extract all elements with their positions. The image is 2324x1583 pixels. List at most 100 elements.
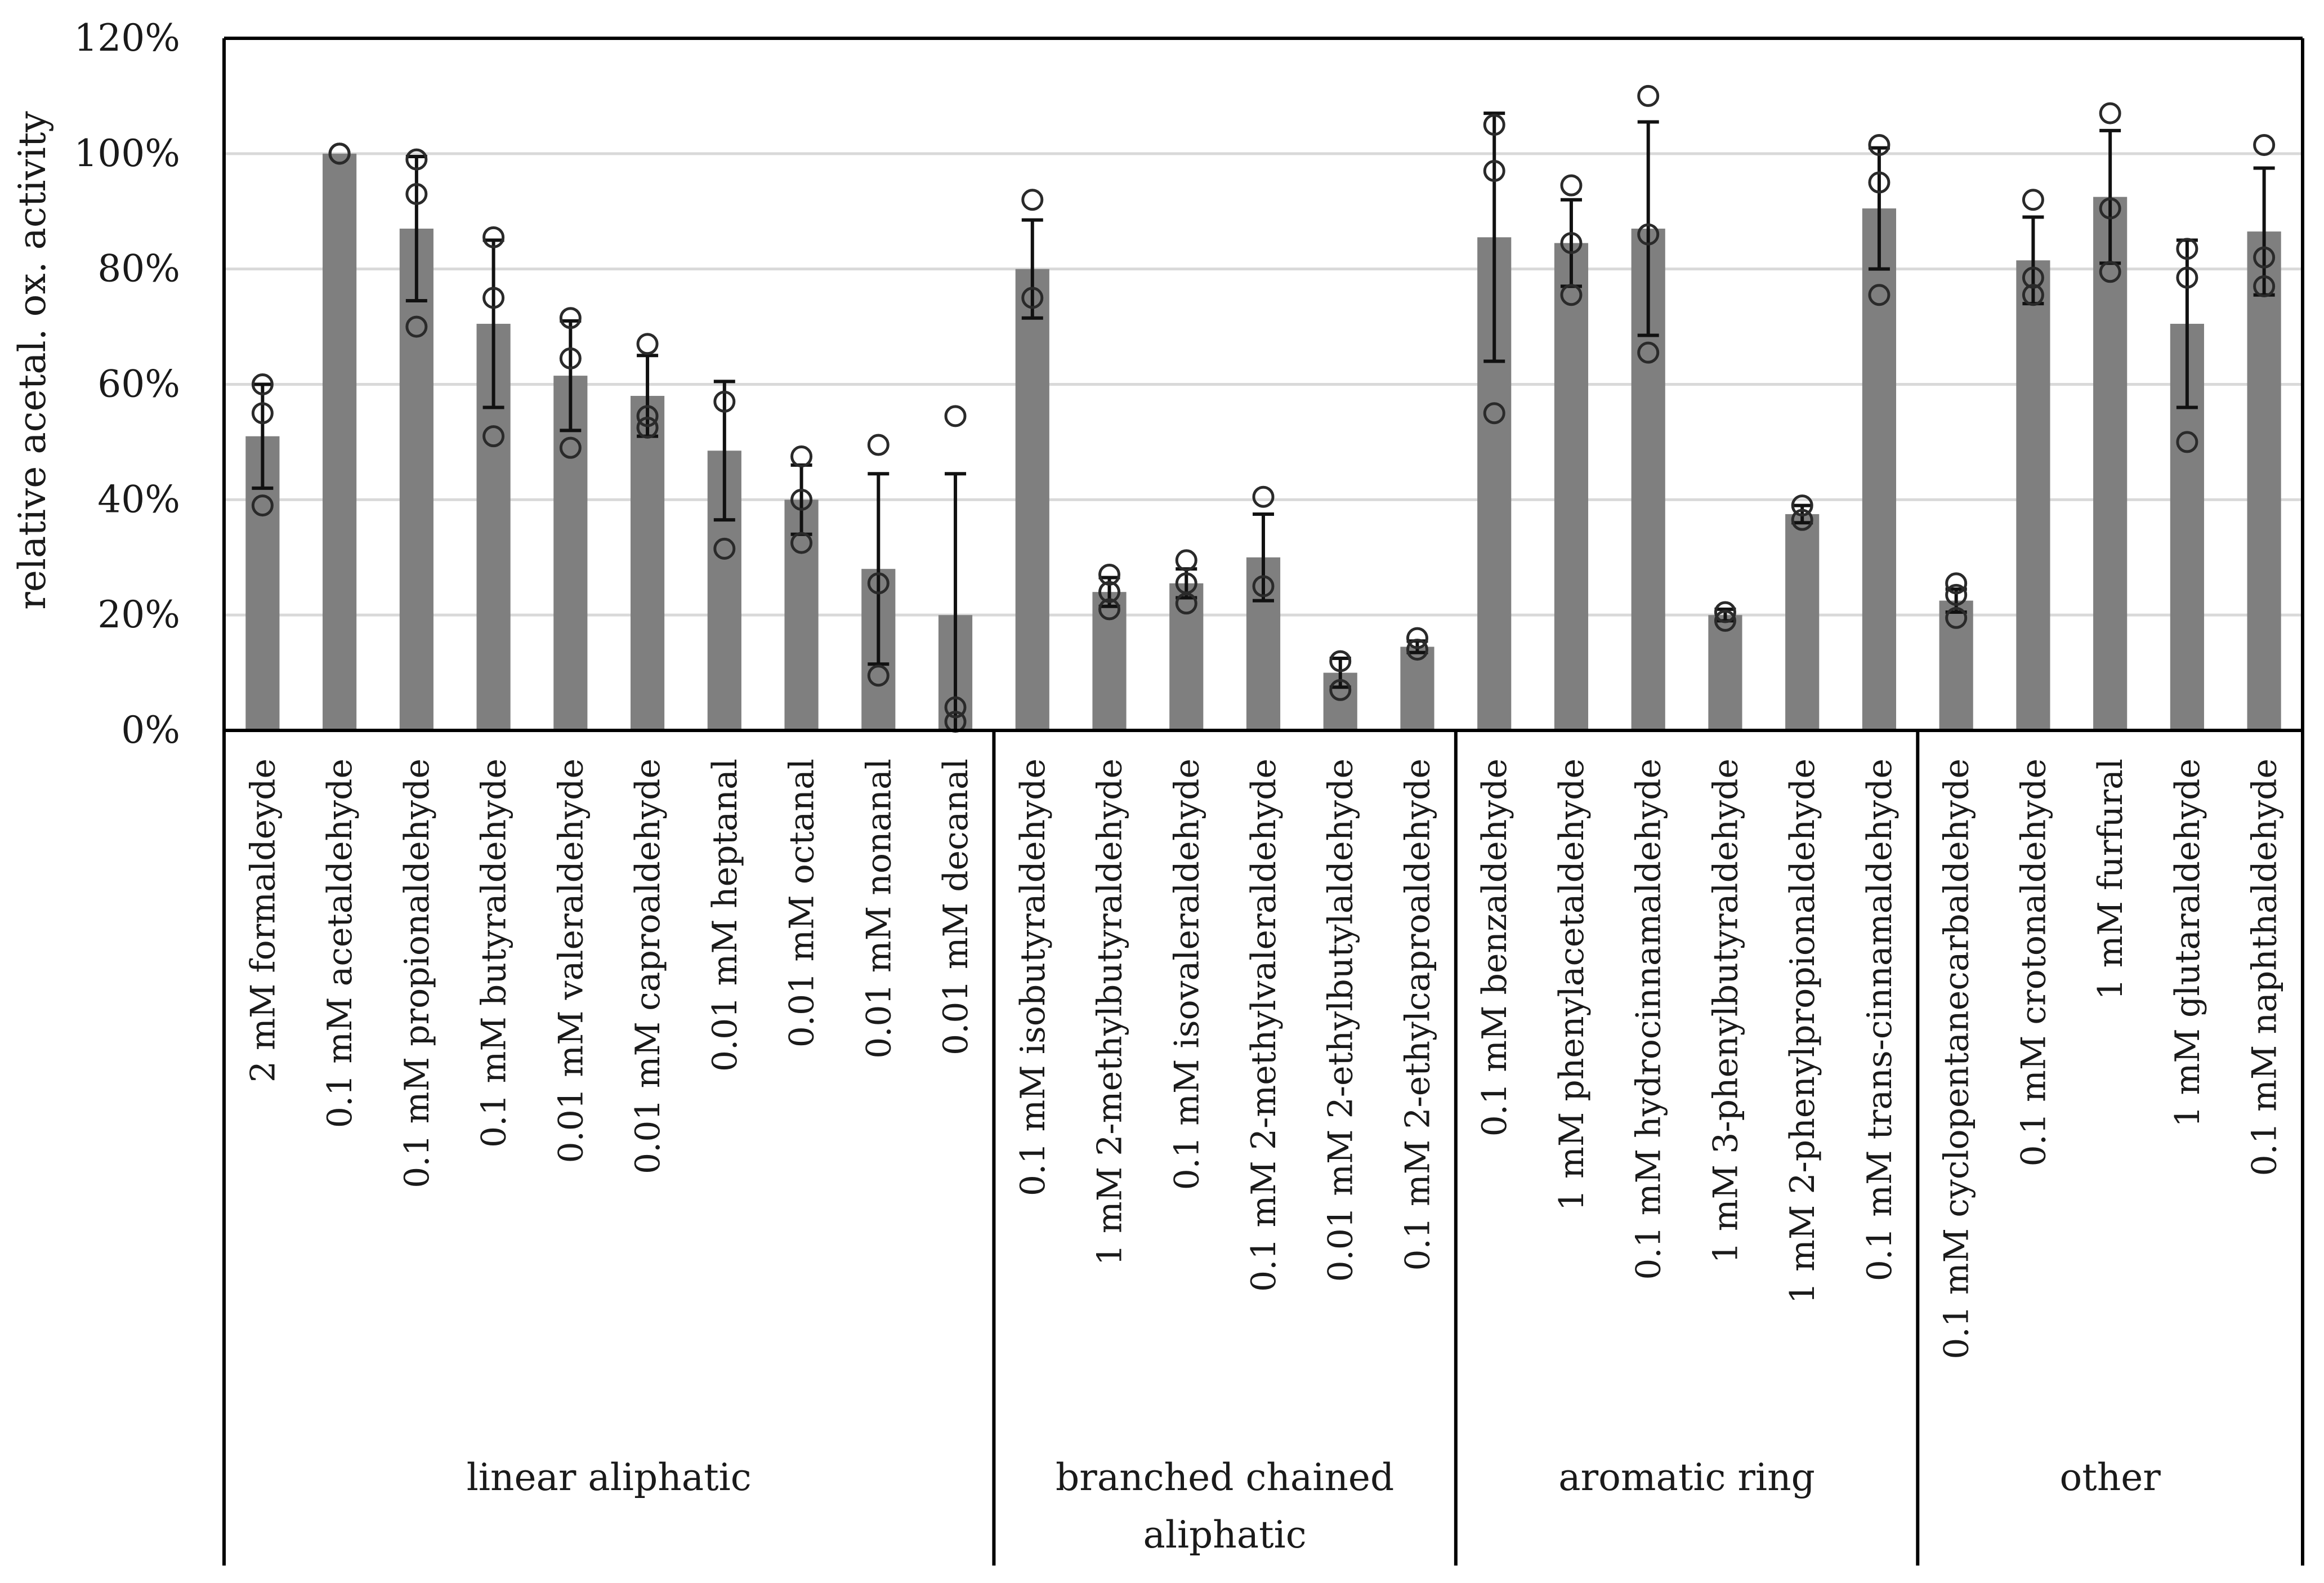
replicate-point — [1483, 160, 1505, 182]
replicate-point — [1329, 650, 1352, 672]
y-tick-label: 120% — [74, 16, 180, 60]
category-label: 0.1 mM butyraldehyde — [475, 759, 514, 1148]
category-label: 0.01 mM 2-ethylbutylaldehyde — [1321, 759, 1361, 1282]
category-label: 0.1 mM naphthaldehyde — [2245, 759, 2285, 1176]
replicate-point — [1021, 189, 1044, 211]
replicate-point — [1098, 581, 1121, 603]
replicate-point — [251, 402, 274, 425]
y-tick-label: 80% — [97, 247, 180, 291]
group-labels: linear aliphatic branched chained aliphati… — [467, 1456, 2161, 1557]
error-bar — [252, 382, 274, 490]
replicate-point — [1406, 627, 1428, 649]
error-bar — [482, 238, 504, 409]
category-label: 0.1 mM isovaleraldehyde — [1167, 759, 1206, 1190]
bar-series — [245, 153, 2281, 731]
bar — [1862, 208, 1897, 731]
bar — [2093, 197, 2128, 730]
category-label: 1 mM furfural — [2091, 759, 2130, 1000]
error-bar — [1637, 120, 1659, 337]
category-label: 0.01 mM octanal — [783, 759, 822, 1047]
error-bar — [868, 472, 890, 666]
replicate-point — [713, 390, 736, 413]
y-tick-label: 60% — [97, 363, 180, 406]
replicate-point — [1637, 223, 1660, 246]
bar — [2016, 260, 2050, 730]
replicate-point — [1483, 402, 1505, 425]
error-bar — [1021, 218, 1043, 320]
error-bar — [1329, 656, 1351, 689]
error-bar — [405, 154, 427, 302]
replicate-point — [867, 434, 890, 456]
replicate-point — [559, 347, 582, 369]
replicate-point — [1406, 639, 1428, 661]
replicate-point — [790, 532, 813, 554]
replicate-point — [1252, 485, 1275, 508]
bar — [1169, 583, 1204, 730]
bar — [1708, 615, 1742, 730]
replicate-point — [405, 148, 428, 171]
replicate-point — [1868, 171, 1891, 194]
replicate-point — [790, 488, 813, 511]
replicate-point — [2253, 133, 2276, 156]
replicate-point — [1868, 284, 1891, 306]
replicate-point — [1945, 583, 1968, 606]
replicate-point — [2176, 431, 2198, 453]
error-bar — [1483, 112, 1505, 363]
replicate-point — [1175, 549, 1197, 572]
y-axis-label: relative acetal. ox. activity — [11, 111, 54, 610]
replicate-point — [328, 142, 351, 165]
bar — [553, 376, 588, 730]
bar — [1939, 600, 1973, 730]
bar — [399, 228, 433, 731]
bar — [784, 500, 819, 730]
replicate-point — [944, 405, 967, 427]
replicate-point — [1098, 598, 1121, 621]
replicate-point — [405, 183, 428, 206]
replicate-point — [482, 425, 505, 448]
replicate-point — [867, 665, 890, 687]
replicate-point — [1945, 572, 1968, 595]
group-label: other — [2059, 1456, 2161, 1499]
replicate-point — [867, 572, 890, 595]
category-label: 0.1 mM propionaldehyde — [397, 759, 437, 1188]
group-label: aromatic ring — [1558, 1456, 1815, 1499]
replicate-point — [1791, 494, 1813, 517]
category-labels: 2 mM formaldeyde 0.1 mM acetaldehyde 0.1 m… — [243, 759, 2284, 1359]
category-label: 1 mM 2-phenylpropionaldehyde — [1783, 759, 1822, 1304]
y-tick-label: 40% — [97, 478, 180, 521]
replicate-points — [251, 84, 2276, 733]
error-bar — [713, 380, 735, 522]
error-bar — [560, 319, 582, 432]
replicate-point — [1868, 133, 1891, 156]
replicate-point — [1945, 607, 1968, 629]
category-label: 0.01 mM nonanal — [859, 759, 899, 1059]
bar — [1400, 646, 1434, 730]
category-label: 0.01 mM heptanal — [705, 759, 745, 1072]
replicate-point — [636, 416, 659, 439]
replicate-point — [1175, 592, 1197, 615]
category-label: 1 mM 3-phenylbutyraldehyde — [1706, 759, 1745, 1263]
replicate-point — [251, 373, 274, 395]
bar — [1554, 243, 1589, 730]
replicate-point — [1329, 679, 1352, 701]
replicate-point — [405, 315, 428, 338]
bar — [2247, 231, 2281, 730]
replicate-point — [2022, 189, 2044, 211]
category-label: 0.1 mM cyclopentanecarbaldehyde — [1937, 759, 1977, 1359]
axes — [222, 37, 2304, 1566]
y-tick-label: 0% — [121, 708, 180, 752]
error-bar — [1868, 146, 1890, 271]
replicate-point — [2099, 102, 2121, 124]
replicate-point — [1560, 232, 1583, 255]
replicate-point — [1560, 174, 1583, 197]
bar — [1092, 592, 1127, 730]
replicate-point — [636, 333, 659, 355]
category-label: 0.1 mM 2-ethylcaproaldehyde — [1398, 759, 1437, 1271]
replicate-point — [482, 287, 505, 309]
replicate-point — [2176, 238, 2198, 260]
category-label: 0.01 mM caproaldehyde — [628, 759, 668, 1174]
replicate-point — [1637, 341, 1660, 364]
replicate-point — [2253, 275, 2276, 297]
category-label: 1 mM 2-methylbutyraldehyde — [1091, 759, 1130, 1265]
replicate-point — [1714, 601, 1736, 623]
